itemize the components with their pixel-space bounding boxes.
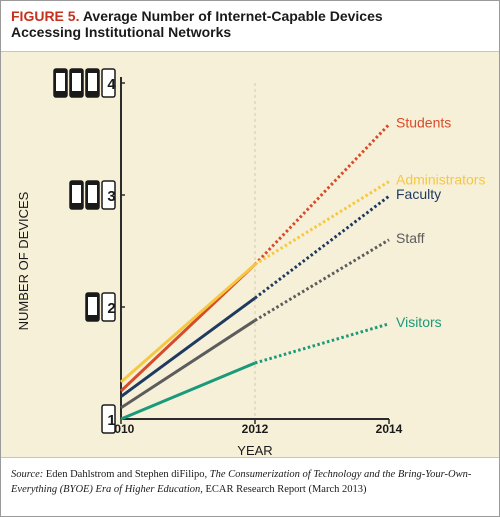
y-tick-label: 2	[107, 300, 115, 317]
series-line-staff	[120, 319, 256, 410]
x-tick-label: 2014	[376, 422, 403, 436]
phone-icon-group: 2	[85, 292, 116, 322]
phone-screen	[88, 73, 97, 91]
series-line-visitors	[120, 361, 256, 421]
phone-icon	[101, 404, 116, 434]
phone-screen	[72, 185, 81, 203]
phone-screen	[72, 73, 81, 91]
phone-screen	[56, 73, 65, 91]
y-tick-label: 4	[107, 76, 116, 93]
x-axis-label: YEAR	[237, 443, 272, 456]
source-suffix: ECAR Research Report (March 2013)	[202, 484, 367, 495]
source-note: Source: Eden Dahlstrom and Stephen diFil…	[11, 467, 489, 497]
series-projection-visitors	[254, 322, 390, 365]
phone-icon-group: 1	[101, 404, 116, 434]
figure-title-line2: Accessing Institutional Networks	[11, 24, 232, 40]
figure-title: FIGURE 5. Average Number of Internet-Cap…	[11, 8, 383, 40]
y-tick-label: 3	[107, 188, 115, 205]
figure-header: FIGURE 5. Average Number of Internet-Cap…	[1, 1, 499, 51]
phone-icon	[101, 68, 116, 98]
source-authors: Eden Dahlstrom and Stephen diFilipo,	[43, 469, 210, 480]
series-label-staff: Staff	[396, 230, 425, 246]
series-label-administrators: Administrators	[396, 172, 485, 188]
series-projection-staff	[254, 238, 390, 322]
series-label-faculty: Faculty	[396, 186, 441, 202]
y-axis-label: NUMBER OF DEVICES	[16, 191, 31, 330]
series-line-administrators	[120, 263, 256, 384]
x-tick-label: 2012	[242, 422, 269, 436]
phone-icon-group: 3	[69, 180, 116, 210]
figure-label: FIGURE 5.	[11, 8, 80, 24]
figure-title-line1: Average Number of Internet-Capable Devic…	[82, 8, 383, 24]
series-label-visitors: Visitors	[396, 314, 442, 330]
phone-icon-group: 4	[53, 68, 116, 98]
series-line-faculty	[120, 296, 256, 398]
phone-screen	[88, 185, 97, 203]
chart-panel	[1, 51, 499, 458]
y-tick-label: 1	[107, 412, 115, 429]
series-label-students: Students	[396, 114, 451, 130]
source-prefix: Source:	[11, 469, 44, 480]
series-projection-faculty	[254, 194, 390, 300]
phone-screen	[88, 297, 97, 315]
series-projection-administrators	[254, 180, 390, 266]
series-projection-students	[253, 123, 391, 266]
phone-icon	[101, 180, 116, 210]
phone-icon	[101, 292, 116, 322]
source-work-title: The Consumerization of Technology and th…	[11, 469, 472, 495]
